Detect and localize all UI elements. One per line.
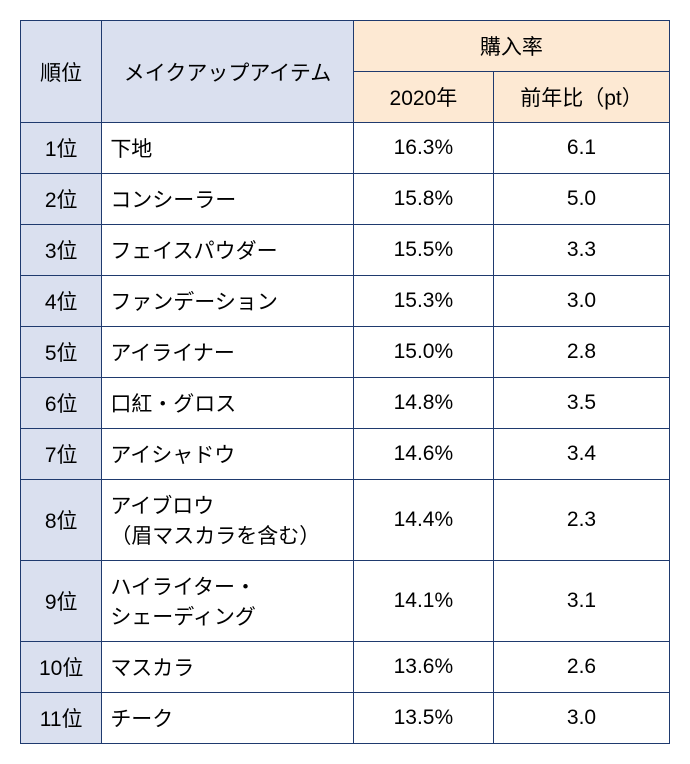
cell-rate: 15.5% <box>353 225 493 276</box>
cell-yoy: 3.4 <box>494 429 670 480</box>
cell-yoy: 2.8 <box>494 327 670 378</box>
cell-rate: 13.6% <box>353 642 493 693</box>
table-row: 1位下地16.3%6.1 <box>21 123 670 174</box>
cell-item: フェイスパウダー <box>102 225 353 276</box>
table-row: 11位チーク13.5%3.0 <box>21 693 670 744</box>
cell-rank: 11位 <box>21 693 102 744</box>
cell-item: チーク <box>102 693 353 744</box>
cell-item: アイシャドウ <box>102 429 353 480</box>
cell-rate: 15.0% <box>353 327 493 378</box>
table-row: 8位アイブロウ（眉マスカラを含む）14.4%2.3 <box>21 480 670 561</box>
cell-rate: 14.1% <box>353 561 493 642</box>
cell-rate: 14.6% <box>353 429 493 480</box>
table-row: 7位アイシャドウ14.6%3.4 <box>21 429 670 480</box>
table-row: 10位マスカラ13.6%2.6 <box>21 642 670 693</box>
cell-yoy: 3.0 <box>494 693 670 744</box>
cell-rate: 16.3% <box>353 123 493 174</box>
cell-yoy: 3.1 <box>494 561 670 642</box>
table-body: 1位下地16.3%6.12位コンシーラー15.8%5.03位フェイスパウダー15… <box>21 123 670 744</box>
table-row: 5位アイライナー15.0%2.8 <box>21 327 670 378</box>
table-row: 4位ファンデーション15.3%3.0 <box>21 276 670 327</box>
cell-rank: 3位 <box>21 225 102 276</box>
subheader-year: 2020年 <box>353 72 493 123</box>
cell-rank: 7位 <box>21 429 102 480</box>
header-rate-group: 購入率 <box>353 21 669 72</box>
cell-yoy: 6.1 <box>494 123 670 174</box>
cell-rank: 5位 <box>21 327 102 378</box>
cell-yoy: 2.6 <box>494 642 670 693</box>
table-row: 2位コンシーラー15.8%5.0 <box>21 174 670 225</box>
cell-rank: 6位 <box>21 378 102 429</box>
cell-item: ファンデーション <box>102 276 353 327</box>
makeup-purchase-table: 順位 メイクアップアイテム 購入率 2020年 前年比（pt） 1位下地16.3… <box>20 20 670 744</box>
cell-rank: 2位 <box>21 174 102 225</box>
cell-rank: 10位 <box>21 642 102 693</box>
cell-rate: 14.4% <box>353 480 493 561</box>
header-item: メイクアップアイテム <box>102 21 353 123</box>
cell-item: アイライナー <box>102 327 353 378</box>
cell-yoy: 5.0 <box>494 174 670 225</box>
cell-item: コンシーラー <box>102 174 353 225</box>
cell-rank: 9位 <box>21 561 102 642</box>
cell-yoy: 3.3 <box>494 225 670 276</box>
table-row: 6位口紅・グロス14.8%3.5 <box>21 378 670 429</box>
cell-item: ハイライター・シェーディング <box>102 561 353 642</box>
cell-item: マスカラ <box>102 642 353 693</box>
subheader-yoy: 前年比（pt） <box>494 72 670 123</box>
cell-rate: 14.8% <box>353 378 493 429</box>
table-row: 9位ハイライター・シェーディング14.1%3.1 <box>21 561 670 642</box>
table-row: 3位フェイスパウダー15.5%3.3 <box>21 225 670 276</box>
header-row-1: 順位 メイクアップアイテム 購入率 <box>21 21 670 72</box>
header-rank: 順位 <box>21 21 102 123</box>
cell-rank: 1位 <box>21 123 102 174</box>
cell-yoy: 2.3 <box>494 480 670 561</box>
cell-item: 口紅・グロス <box>102 378 353 429</box>
cell-item: 下地 <box>102 123 353 174</box>
cell-rate: 15.8% <box>353 174 493 225</box>
cell-yoy: 3.0 <box>494 276 670 327</box>
cell-rate: 15.3% <box>353 276 493 327</box>
cell-yoy: 3.5 <box>494 378 670 429</box>
cell-item: アイブロウ（眉マスカラを含む） <box>102 480 353 561</box>
cell-rank: 8位 <box>21 480 102 561</box>
cell-rank: 4位 <box>21 276 102 327</box>
cell-rate: 13.5% <box>353 693 493 744</box>
